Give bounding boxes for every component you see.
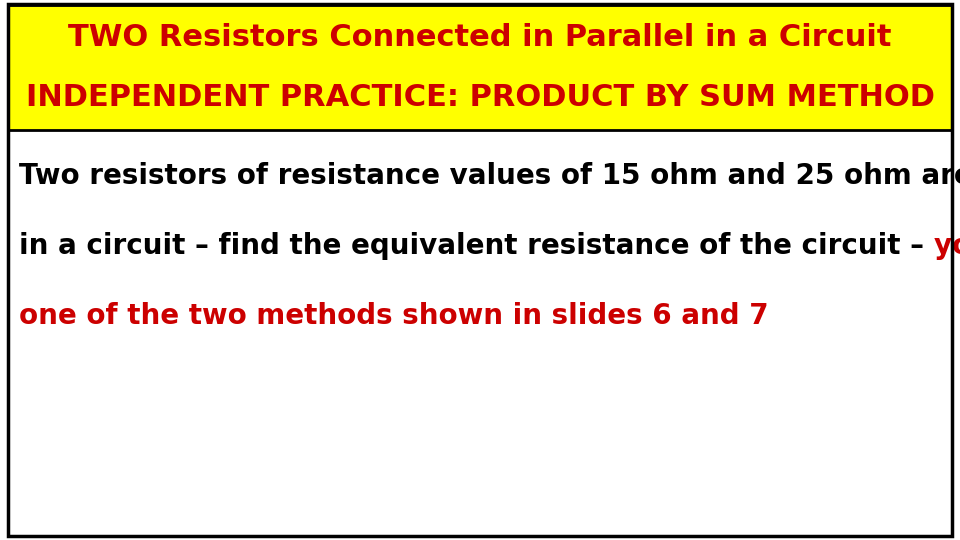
Text: Two resistors of resistance values of 15 ohm and 25 ohm are connected in paralle: Two resistors of resistance values of 15… xyxy=(19,162,960,190)
Text: in a circuit – find the equivalent resistance of the circuit –: in a circuit – find the equivalent resis… xyxy=(19,232,934,260)
Text: you can solve by any: you can solve by any xyxy=(934,232,960,260)
Text: TWO Resistors Connected in Parallel in a Circuit: TWO Resistors Connected in Parallel in a… xyxy=(68,23,892,52)
FancyBboxPatch shape xyxy=(8,5,952,130)
Text: INDEPENDENT PRACTICE: PRODUCT BY SUM METHOD: INDEPENDENT PRACTICE: PRODUCT BY SUM MET… xyxy=(26,83,934,112)
Text: one of the two methods shown in slides 6 and 7: one of the two methods shown in slides 6… xyxy=(19,302,769,330)
